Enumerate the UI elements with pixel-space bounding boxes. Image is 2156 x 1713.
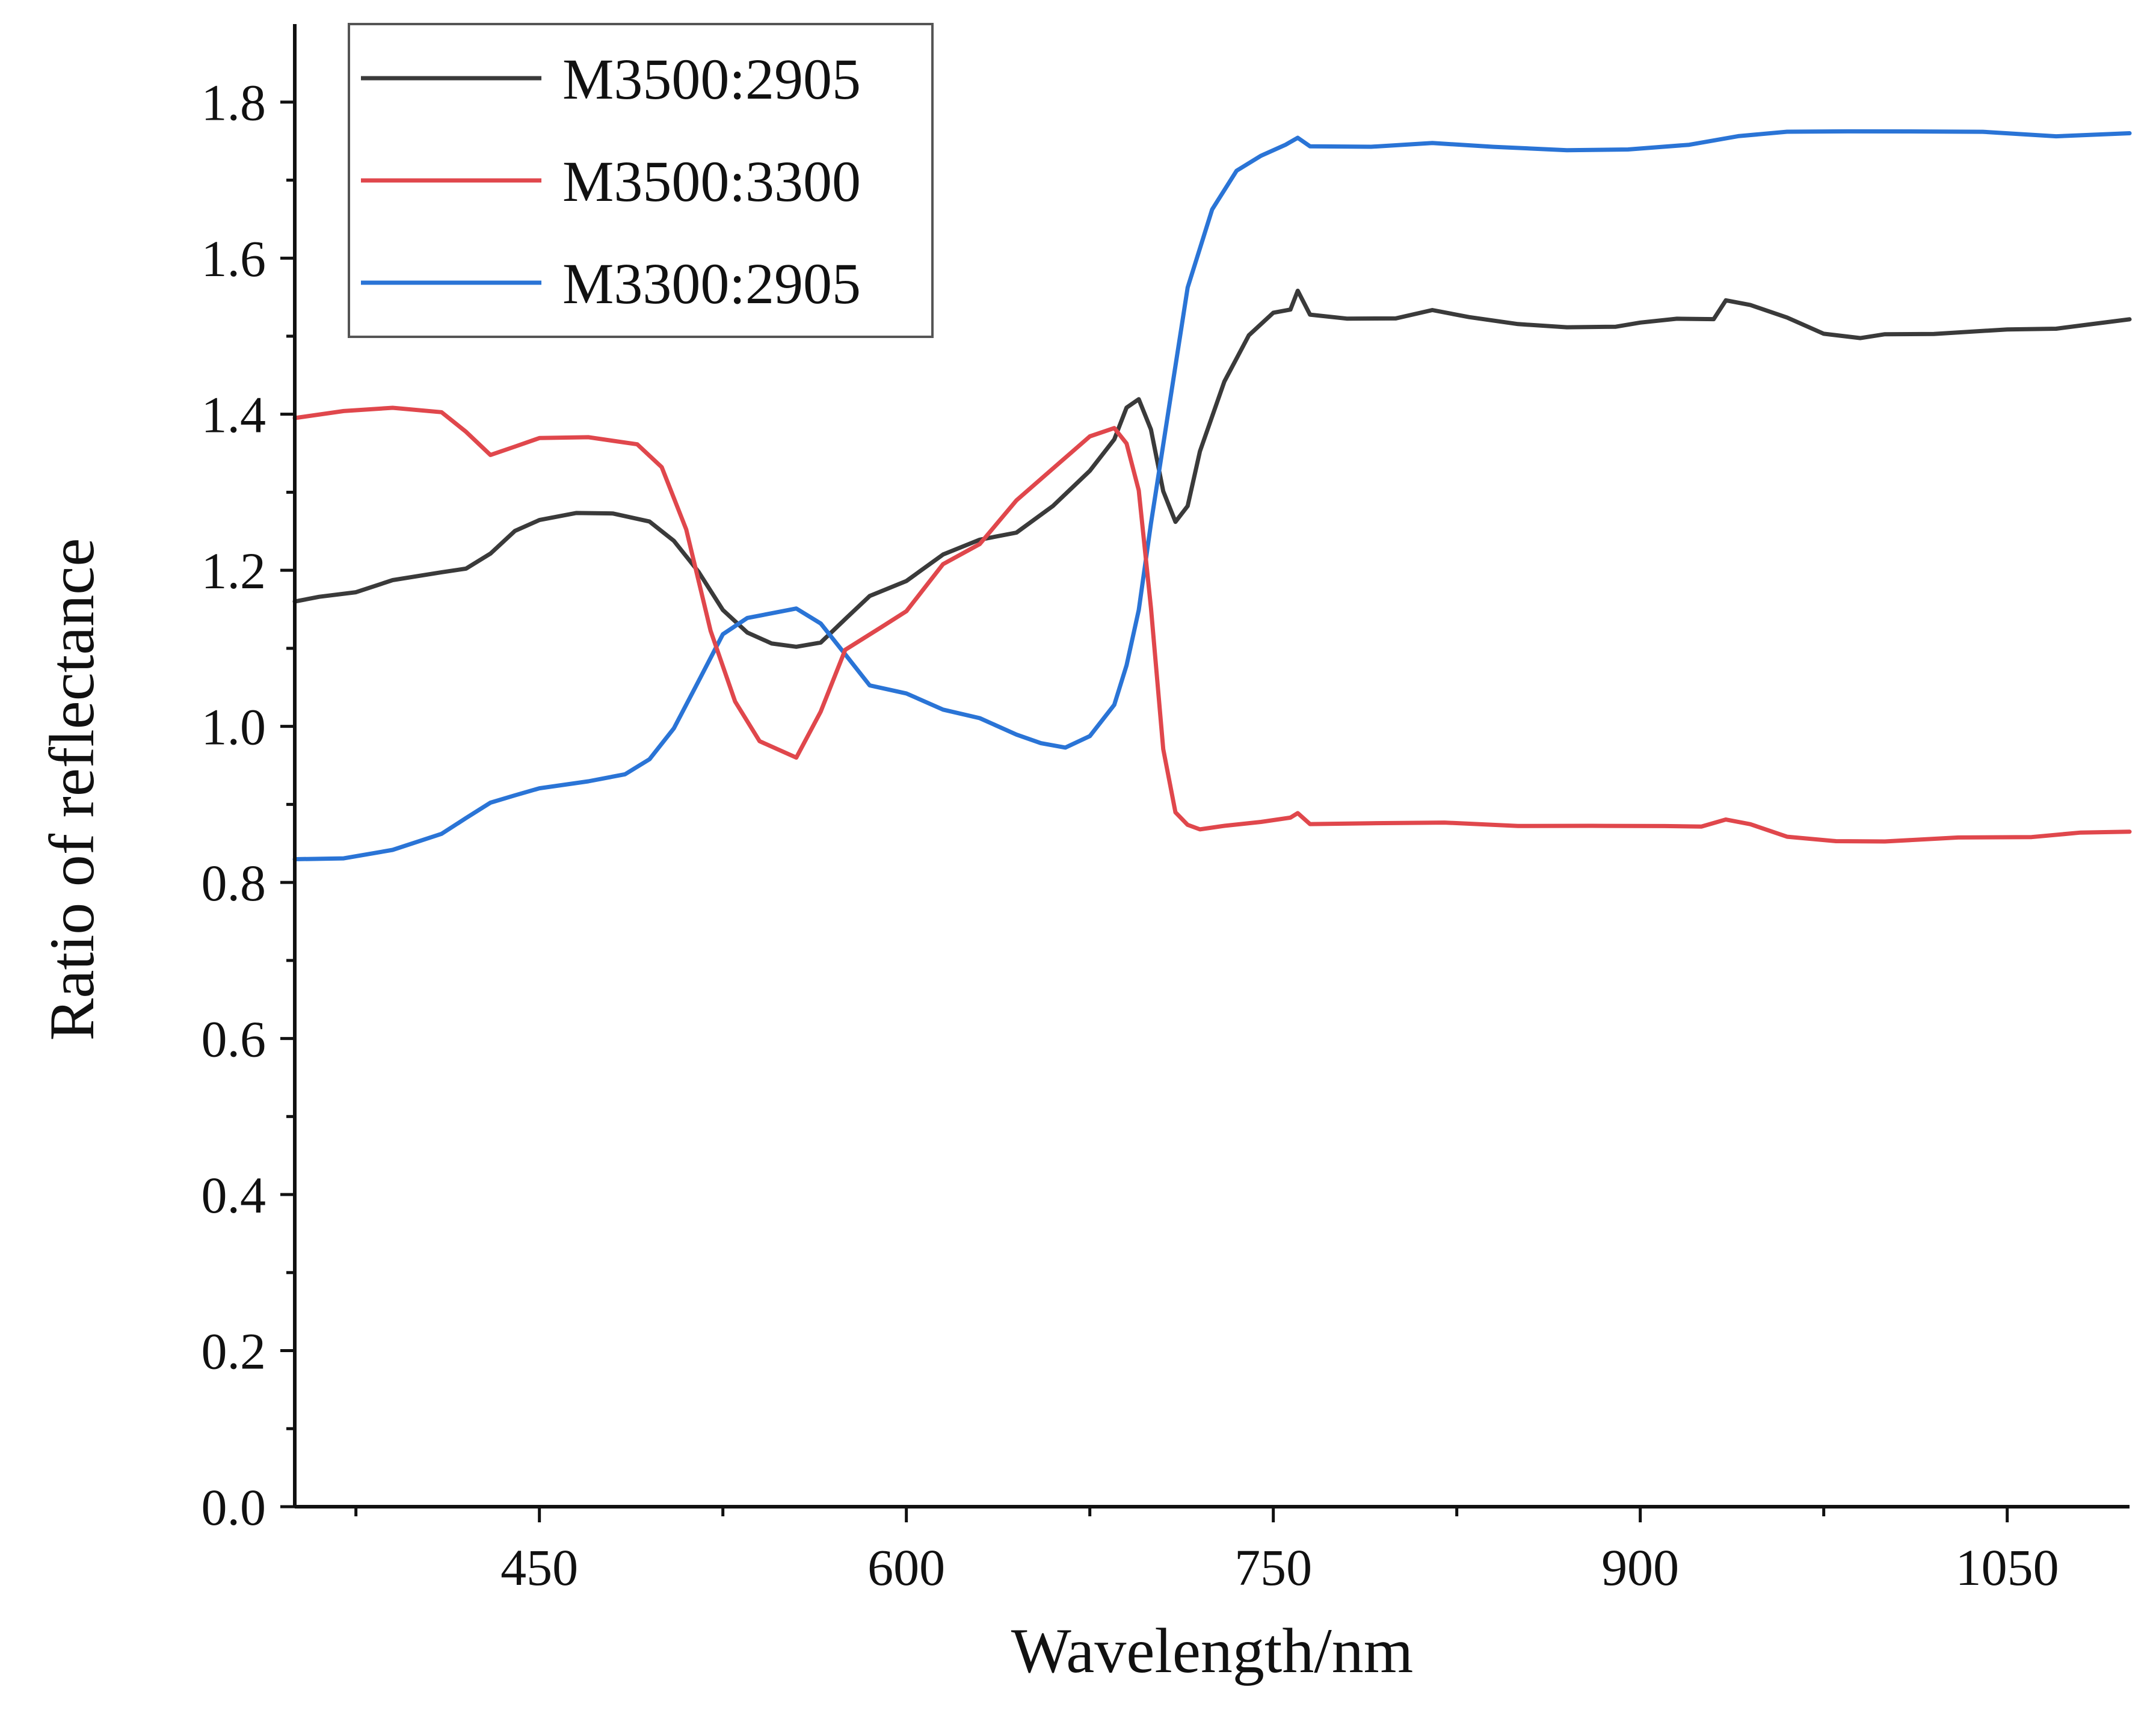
x-tick-label: 1050 [1956,1539,2059,1596]
legend-label: M3500:3300 [562,149,861,214]
y-axis-title: Ratio of reflectance [37,538,107,1041]
y-tick-label: 0.0 [202,1478,266,1536]
legend-items: M3500:2905 M3500:3300 M3300:2905 [361,47,861,316]
y-tick-label: 1.8 [202,74,266,132]
series-line-m3500-3300 [292,405,2132,844]
x-tick-label: 600 [867,1539,945,1596]
y-tick-label: 0.6 [202,1010,266,1068]
legend: M3500:2905 M3500:3300 M3300:2905 [348,23,934,338]
x-axis-title: Wavelength/nm [1011,1616,1414,1686]
y-tick-label: 0.2 [202,1323,266,1380]
x-tick-label: 450 [500,1539,578,1596]
series-line-m3300-2905 [292,129,2132,861]
y-tick-label: 1.0 [202,698,266,756]
series-line-m3500-2905 [292,288,2132,649]
legend-label: M3500:2905 [562,47,861,111]
x-tick-label: 900 [1601,1539,1679,1596]
y-tick-label: 1.2 [202,542,266,600]
tick-labels: 0.0 0.2 0.4 0.6 0.8 1.0 1.2 1.4 1.6 1.8 450 600 750 9… [202,74,2059,1596]
y-tick-label: 0.8 [202,854,266,912]
y-tick-label: 0.4 [202,1166,266,1224]
y-tick-label: 1.4 [202,386,266,444]
y-tick-label: 1.6 [202,230,266,288]
x-tick-label: 750 [1234,1539,1312,1596]
legend-label: M3300:2905 [562,251,861,316]
series-lines [292,129,2132,861]
